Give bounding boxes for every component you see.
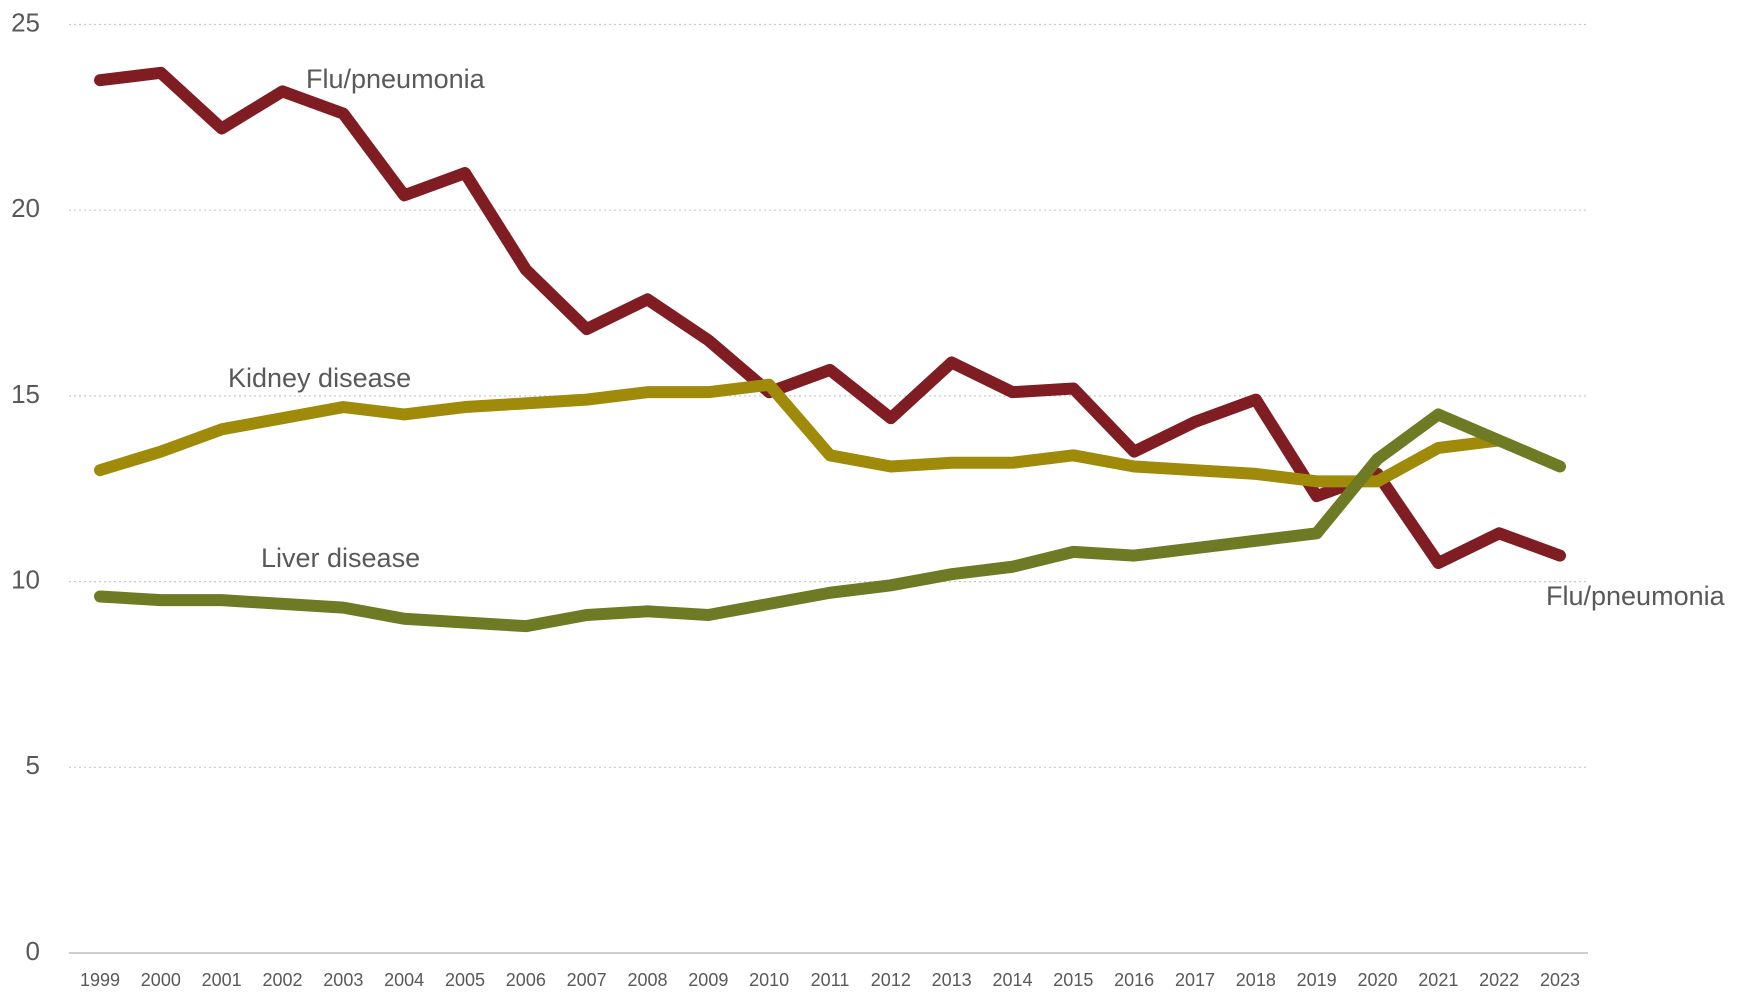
x-tick-label: 2000 [141,970,181,990]
series-annotation: Kidney disease [228,363,411,393]
x-tick-label: 2001 [202,970,242,990]
x-tick-label: 2017 [1175,970,1215,990]
x-tick-label: 2006 [506,970,546,990]
x-tick-label: 2010 [749,970,789,990]
series-annotation: Flu/pneumonia [1546,581,1726,611]
x-tick-label: 2021 [1418,970,1458,990]
y-tick-label: 20 [11,193,40,223]
x-tick-label: 2012 [871,970,911,990]
y-tick-label: 0 [26,936,40,966]
x-tick-label: 2020 [1357,970,1397,990]
x-tick-label: 2007 [567,970,607,990]
series-line [94,378,1506,488]
x-tick-label: 2023 [1540,970,1580,990]
x-tick-label: 2008 [627,970,667,990]
y-tick-label: 15 [11,379,40,409]
x-tick-label: 2016 [1114,970,1154,990]
x-tick-label: 2013 [932,970,972,990]
x-tick-label: 2011 [811,970,850,990]
y-tick-label: 5 [26,750,40,780]
x-tick-label: 2019 [1297,970,1337,990]
x-tick-label: 2003 [323,970,363,990]
x-tick-label: 2015 [1053,970,1093,990]
y-tick-label: 25 [11,7,40,37]
series-line [94,408,1566,633]
x-tick-label: 2004 [384,970,424,990]
y-tick-label: 10 [11,564,40,594]
series-annotation: Liver disease [261,543,420,573]
x-tick-label: 2002 [262,970,302,990]
x-tick-label: 2018 [1236,970,1276,990]
x-tick-label: 1999 [80,970,120,990]
x-tick-label: 2009 [688,970,728,990]
series-line [94,66,1566,570]
series-annotation: Flu/pneumonia [306,64,486,94]
x-tick-label: 2014 [992,970,1032,990]
x-tick-label: 2005 [445,970,485,990]
x-tick-label: 2022 [1479,970,1519,990]
